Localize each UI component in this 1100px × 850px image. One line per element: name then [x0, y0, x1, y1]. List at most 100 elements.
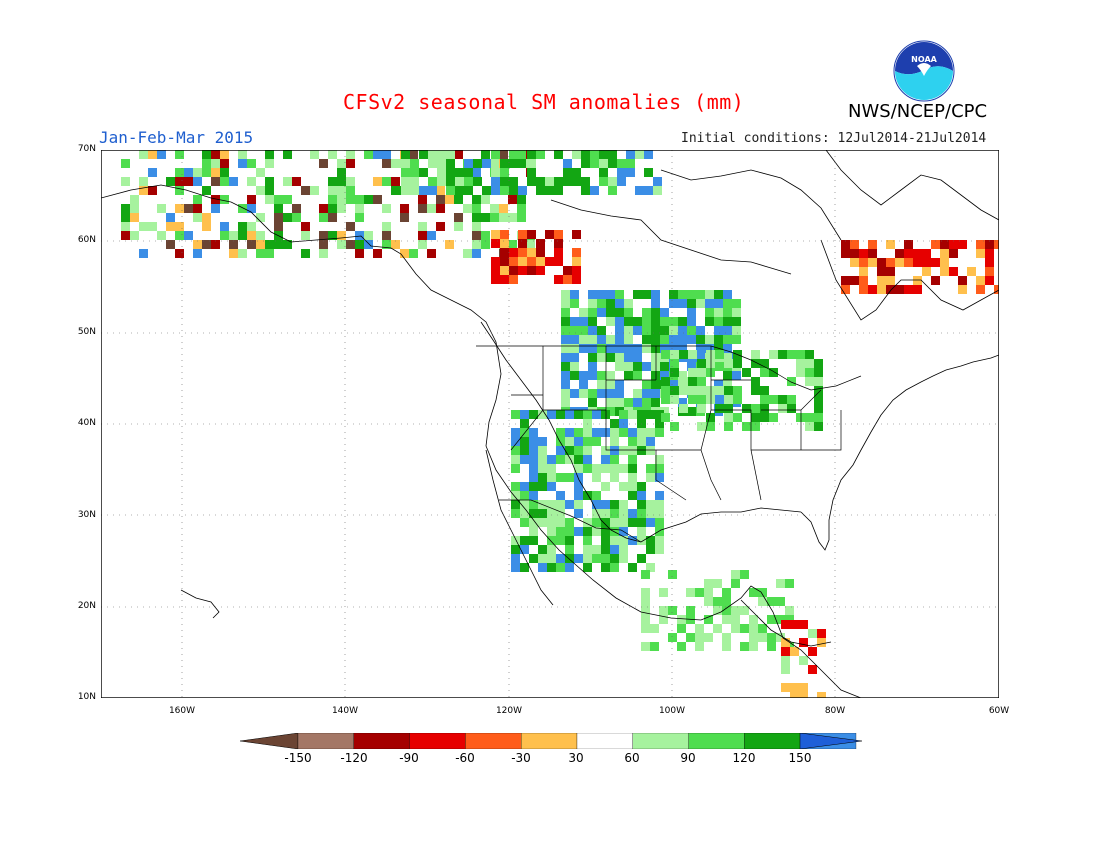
anomaly-cell [220, 168, 229, 177]
anomaly-cell [464, 168, 473, 177]
anomaly-cell [687, 362, 696, 371]
anomaly-cell [355, 231, 364, 240]
anomaly-cell [677, 615, 686, 624]
anomaly-cell [696, 335, 705, 344]
lat-label-30n: 30N [77, 510, 96, 520]
anomaly-cell [518, 230, 527, 239]
anomaly-cell [581, 177, 590, 186]
anomaly-cell [481, 240, 490, 249]
anomaly-cell [740, 606, 749, 615]
anomaly-cell [520, 536, 529, 545]
anomaly-cell [175, 168, 184, 177]
anomaly-cell [661, 413, 670, 422]
anomaly-cell [563, 275, 572, 284]
anomaly-cell [601, 446, 610, 455]
anomaly-cell [758, 633, 767, 642]
anomaly-cell [670, 368, 679, 377]
anomaly-cell [428, 177, 437, 186]
anomaly-cell [705, 344, 714, 353]
anomaly-cell [518, 239, 527, 248]
anomaly-cell [418, 231, 427, 240]
anomaly-cell [850, 240, 859, 249]
anomaly-cell [583, 491, 592, 500]
anomaly-cell [859, 267, 868, 276]
anomaly-cell [687, 407, 696, 416]
anomaly-cell [850, 249, 859, 258]
anomaly-cell [722, 588, 731, 597]
anomaly-cell [646, 464, 655, 473]
anomaly-cell [790, 683, 799, 692]
anomaly-cell [628, 464, 637, 473]
anomaly-cell [508, 159, 517, 168]
anomaly-cell [454, 213, 463, 222]
anomaly-cell [610, 536, 619, 545]
anomaly-cell [731, 606, 740, 615]
anomaly-cell [545, 230, 554, 239]
anomaly-cell [660, 344, 669, 353]
anomaly-cell [606, 317, 615, 326]
anomaly-cell [669, 335, 678, 344]
anomaly-cell [401, 150, 410, 159]
anomaly-cell [184, 177, 193, 186]
anomaly-cell [373, 150, 382, 159]
anomaly-cell [619, 545, 628, 554]
anomaly-cell [193, 240, 202, 249]
anomaly-cell [714, 326, 723, 335]
anomaly-cell [610, 545, 619, 554]
anomaly-cell [590, 150, 599, 159]
anomaly-cell [130, 231, 139, 240]
graticule [101, 150, 999, 698]
anomaly-cell [265, 150, 274, 159]
anomaly-cell [490, 204, 499, 213]
anomaly-cell [500, 248, 509, 257]
anomaly-cell [529, 428, 538, 437]
anomaly-cell [696, 326, 705, 335]
anomaly-cell [554, 248, 563, 257]
anomaly-cell [472, 213, 481, 222]
anomaly-cell [520, 482, 529, 491]
anomaly-cell [565, 563, 574, 572]
anomaly-cell [733, 395, 742, 404]
anomaly-cell [572, 266, 581, 275]
anomaly-cell [590, 159, 599, 168]
anomaly-cells [121, 150, 999, 698]
anomaly-cell [491, 266, 500, 275]
anomaly-cell [301, 186, 310, 195]
anomaly-cell [655, 545, 664, 554]
anomaly-cell [808, 629, 817, 638]
anomaly-cell [624, 362, 633, 371]
anomaly-cell [597, 380, 606, 389]
anomaly-cell [346, 159, 355, 168]
anomaly-cell [781, 647, 790, 656]
anomaly-cell [481, 150, 490, 159]
anomaly-cell [520, 437, 529, 446]
anomaly-cell [556, 509, 565, 518]
anomaly-cell [633, 353, 642, 362]
anomaly-cell [355, 240, 364, 249]
anomaly-cell [641, 606, 650, 615]
anomaly-cell [511, 428, 520, 437]
anomaly-cell [247, 240, 256, 249]
anomaly-cell [565, 500, 574, 509]
anomaly-cell [722, 606, 731, 615]
anomaly-cell [742, 368, 751, 377]
anomaly-cell [588, 362, 597, 371]
anomaly-cell [583, 428, 592, 437]
anomaly-cell [337, 168, 346, 177]
anomaly-cell [391, 186, 400, 195]
anomaly-cell [637, 410, 646, 419]
anomaly-cell [572, 230, 581, 239]
anomaly-cell [382, 240, 391, 249]
anomaly-cell [175, 177, 184, 186]
anomaly-cell [597, 308, 606, 317]
anomaly-cell [193, 168, 202, 177]
anomaly-cell [615, 353, 624, 362]
anomaly-cell [193, 204, 202, 213]
anomaly-cell [565, 545, 574, 554]
anomaly-cell [445, 240, 454, 249]
anomaly-cell [785, 606, 794, 615]
anomaly-cell [238, 204, 247, 213]
anomaly-cell [651, 299, 660, 308]
anomaly-cell [139, 150, 148, 159]
anomaly-cell [859, 249, 868, 258]
